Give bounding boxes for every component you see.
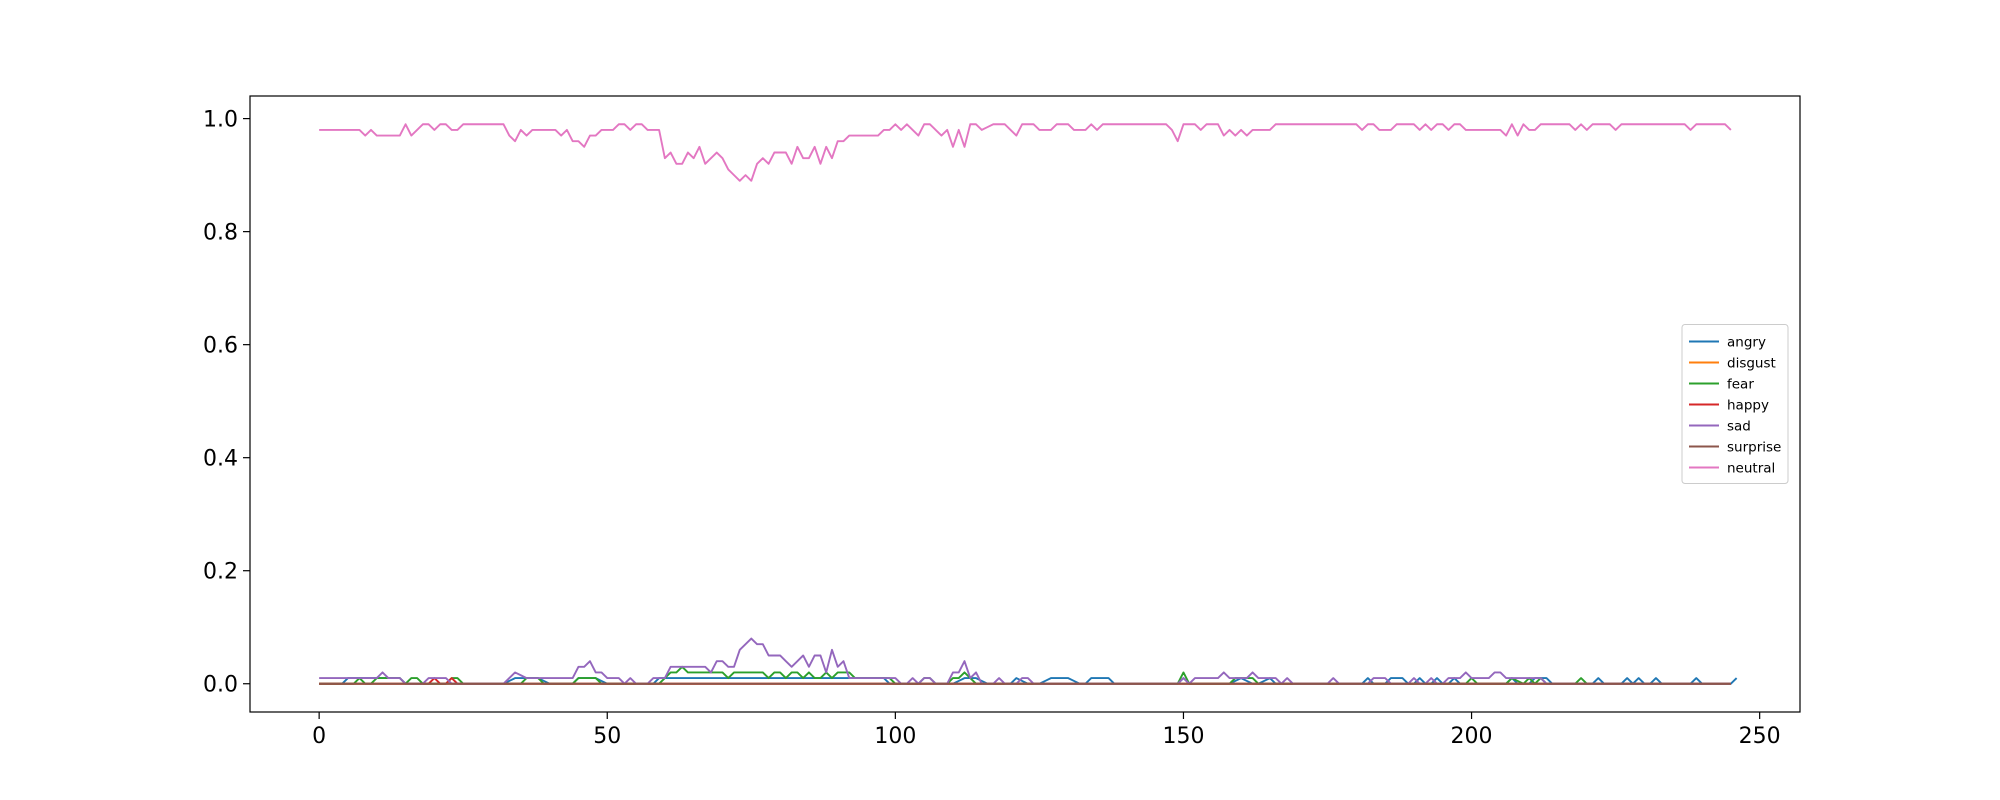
- x-tick-label: 100: [874, 724, 916, 749]
- legend-label-surprise: surprise: [1727, 440, 1781, 456]
- x-tick-label: 150: [1162, 724, 1204, 749]
- y-tick-label: 0.6: [203, 334, 238, 359]
- legend-label-neutral: neutral: [1727, 461, 1775, 477]
- x-axis: 0 50 100 150 200 250: [312, 712, 1781, 749]
- legend-box: [1681, 324, 1789, 484]
- series-line-sad: [319, 637, 1731, 685]
- y-tick-label: 0.8: [203, 221, 238, 246]
- series-line-neutral: [319, 123, 1732, 182]
- legend-label-angry: angry: [1727, 335, 1766, 351]
- series-layer: [319, 123, 1738, 685]
- legend-label-sad: sad: [1727, 419, 1751, 435]
- axes-frame: [249, 95, 1801, 713]
- legend-label-happy: happy: [1727, 398, 1769, 414]
- y-axis: 0.0 0.2 0.4 0.6 0.8 1.0: [203, 108, 250, 698]
- y-tick-label: 0.4: [203, 447, 238, 472]
- y-tick-label: 0.2: [203, 560, 238, 585]
- x-tick-label: 50: [593, 724, 621, 749]
- legend-label-disgust: disgust: [1727, 356, 1776, 372]
- x-tick-label: 250: [1739, 724, 1781, 749]
- x-tick-label: 0: [312, 724, 326, 749]
- x-tick-label: 200: [1451, 724, 1493, 749]
- legend-label-fear: fear: [1727, 377, 1754, 393]
- legend: angry disgust fear happy sad surprise neutral: [1681, 324, 1789, 484]
- y-tick-label: 1.0: [203, 108, 238, 133]
- y-tick-label: 0.0: [203, 673, 238, 698]
